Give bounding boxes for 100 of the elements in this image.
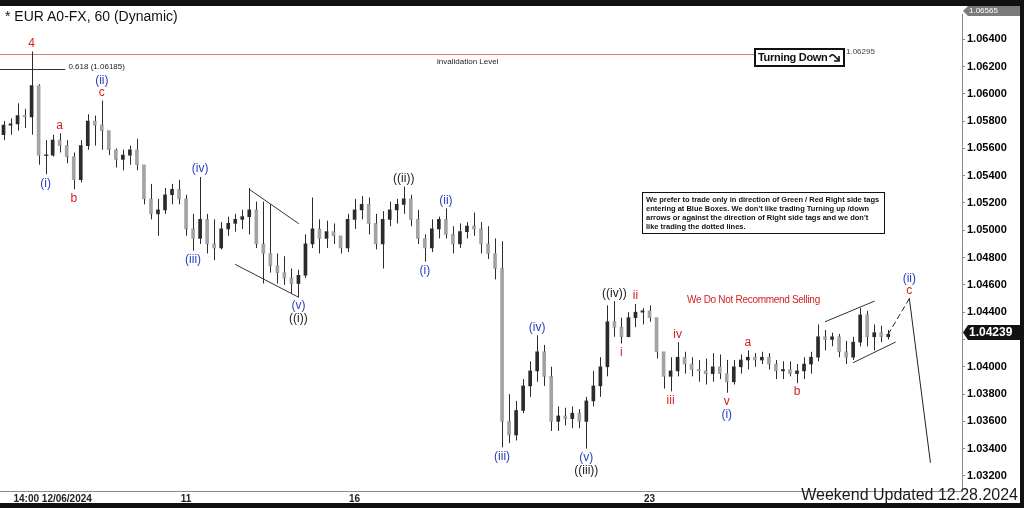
candlestick — [423, 233, 427, 263]
candlestick — [191, 213, 195, 252]
candlestick — [535, 334, 540, 383]
candlestick — [387, 201, 392, 227]
y-tick-label: 1.06400 — [967, 32, 1007, 45]
candlestick — [746, 349, 750, 371]
y-tick-label: 1.05800 — [967, 114, 1007, 127]
annotation: 4 — [28, 35, 36, 50]
candlestick — [479, 221, 483, 254]
ref-line-label: 0.618 (1.06185) — [68, 61, 126, 71]
annotation: iii — [666, 392, 675, 407]
candlestick — [844, 340, 848, 365]
candlestick — [837, 333, 841, 358]
annotation: (ii) — [439, 192, 453, 207]
annotation: iv — [673, 326, 682, 341]
candlestick — [226, 216, 231, 237]
annotation: c — [98, 84, 105, 99]
candlestick — [430, 218, 434, 253]
candlestick — [703, 358, 708, 386]
candlestick — [85, 113, 90, 151]
candlestick — [879, 325, 884, 343]
candlestick — [717, 354, 722, 380]
candlestick — [823, 329, 827, 351]
candlestick — [563, 407, 568, 426]
candlestick — [78, 139, 83, 183]
candlestick — [774, 359, 778, 380]
y-tick-label: 1.05200 — [967, 196, 1007, 209]
candlestick — [640, 307, 645, 325]
candlestick — [121, 149, 125, 171]
candlestick — [760, 351, 764, 365]
candlestick — [465, 221, 469, 239]
candlestick — [394, 198, 399, 224]
candlestick — [500, 240, 504, 448]
candlestick — [781, 360, 785, 380]
annotation: ii — [632, 288, 639, 303]
candlestick — [738, 354, 743, 375]
candlestick — [107, 130, 111, 156]
annotation: (i) — [40, 175, 51, 190]
candlestick — [380, 210, 385, 269]
candlestick — [528, 360, 532, 398]
y-tick-label: 1.06200 — [967, 59, 1007, 72]
candlestick — [542, 344, 547, 387]
candlestick — [724, 359, 729, 394]
annotation: (ii) — [902, 270, 916, 285]
annotation: v — [723, 394, 730, 409]
candlestick — [198, 176, 202, 245]
candlestick — [493, 237, 497, 280]
candlestick — [254, 201, 259, 249]
candlestick — [767, 352, 771, 371]
candlestick — [64, 139, 69, 164]
annotation: (iv) — [528, 319, 546, 334]
candlestick — [486, 225, 490, 260]
candlestick — [570, 405, 575, 429]
candlestick — [170, 183, 174, 205]
candlestick — [163, 187, 167, 215]
candlestick — [99, 100, 104, 151]
candlestick — [802, 356, 806, 380]
candlestick — [556, 405, 561, 432]
annotation: ((ii)) — [393, 170, 415, 185]
candlestick — [788, 360, 792, 377]
annotation: (iii) — [494, 448, 511, 463]
ref-line-label: Invalidation Level — [436, 56, 499, 66]
candlestick — [240, 209, 245, 230]
annotation: ((iv)) — [602, 285, 627, 300]
candlestick — [177, 179, 181, 205]
candlestick — [114, 149, 118, 168]
annotation: (i) — [721, 407, 733, 422]
candlestick — [507, 393, 511, 444]
annotation: ((iii)) — [574, 463, 599, 477]
candlestick — [415, 209, 420, 245]
y-tick-label: 1.05600 — [967, 141, 1007, 154]
y-tick-label: 1.04800 — [967, 250, 1007, 263]
candlestick — [373, 213, 378, 250]
candlestick — [472, 212, 476, 237]
x-tick-label: 11 — [180, 492, 192, 504]
candlestick — [128, 145, 132, 166]
annotation: b — [793, 384, 801, 399]
candlestick — [584, 396, 589, 450]
y-tick-label: 1.05000 — [967, 223, 1007, 236]
y-tick-label: 1.03200 — [967, 469, 1007, 482]
candlestick — [135, 138, 139, 171]
candlestick — [444, 207, 448, 239]
y-tick-label: 1.03400 — [967, 441, 1007, 454]
candlestick — [753, 352, 757, 368]
y-tick-label: 1.05400 — [967, 168, 1007, 181]
candlestick — [219, 221, 224, 249]
candlestick — [71, 151, 76, 190]
candlestick — [731, 359, 736, 386]
candlestick — [830, 332, 834, 347]
y-tick-label: 1.04000 — [967, 359, 1007, 372]
candlestick — [437, 216, 441, 239]
candlestick — [401, 186, 406, 215]
annotation: Weekend Updated 12.28.2024 — [801, 486, 1018, 503]
annotation: (i) — [419, 262, 431, 277]
candlestick — [156, 198, 160, 237]
candlestick — [809, 351, 813, 375]
candlestick — [795, 363, 799, 384]
y-tick-label: 1.04400 — [967, 305, 1007, 318]
candlestick — [816, 323, 820, 362]
annotation: a — [744, 334, 752, 349]
